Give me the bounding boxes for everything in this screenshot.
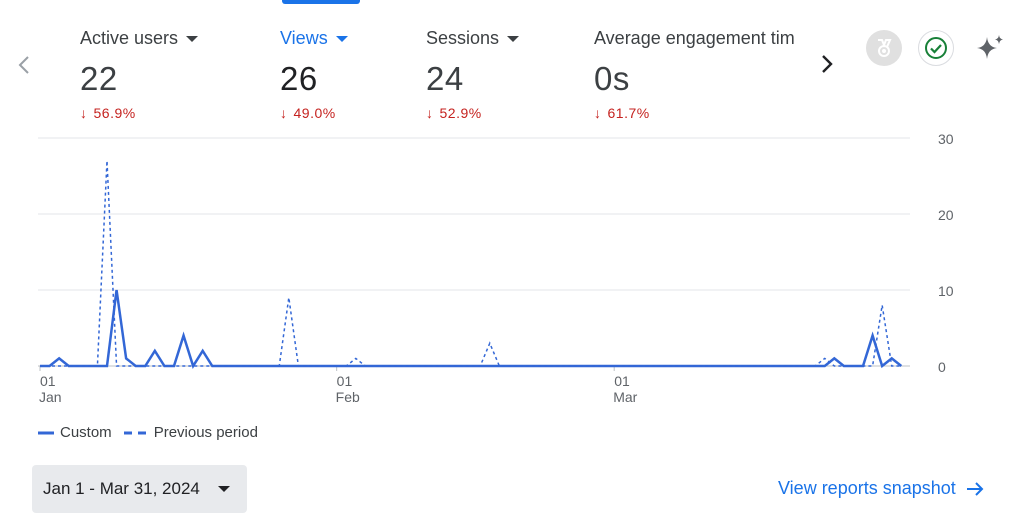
active-tab-indicator	[282, 0, 360, 4]
series-line-custom	[40, 289, 903, 369]
metric-change: 49.0%	[293, 105, 336, 121]
sparkle-icon	[977, 35, 1003, 59]
metric-label: Views	[280, 28, 328, 48]
legend-label-custom: Custom	[60, 424, 112, 441]
x-tick-day-label: 01	[614, 373, 630, 389]
x-tick-day-label: 01	[337, 373, 353, 389]
arrow-right-icon	[966, 481, 984, 496]
arrow-down-icon: ↓	[426, 105, 434, 121]
y-tick-label: 0	[938, 359, 946, 375]
x-tick-month-label: Mar	[613, 389, 637, 405]
date-range-label: Jan 1 - Mar 31, 2024	[43, 479, 200, 498]
check-circle-icon	[925, 37, 947, 59]
metric-value: 24	[426, 60, 464, 97]
arrow-down-icon: ↓	[594, 105, 602, 121]
chart-legend: Custom Previous period	[38, 424, 270, 441]
chevron-right-icon	[822, 55, 833, 73]
metric-label: Sessions	[426, 28, 500, 48]
metric-views[interactable]: Views 26 ↓ 49.0%	[280, 28, 348, 121]
y-tick-label: 20	[938, 207, 954, 223]
award-ribbon-icon	[878, 39, 892, 57]
series-line-previous-period	[40, 160, 902, 367]
metric-label: Average engagement tim	[594, 28, 795, 48]
dropdown-caret-icon	[217, 486, 230, 492]
legend-label-previous: Previous period	[153, 424, 258, 441]
metric-change: 61.7%	[607, 105, 650, 121]
arrow-down-icon: ↓	[80, 105, 88, 121]
metric-active-users[interactable]: Active users 22 ↓ 56.9%	[80, 28, 199, 121]
metric-sessions[interactable]: Sessions 24 ↓ 52.9%	[426, 28, 520, 121]
x-tick-month-label: Jan	[39, 389, 62, 405]
date-range-selector[interactable]: Jan 1 - Mar 31, 2024	[32, 465, 247, 513]
solid-line-swatch-icon	[38, 431, 54, 434]
ai-insights-button[interactable]	[972, 30, 1008, 66]
metric-change: 52.9%	[439, 105, 482, 121]
legend-item-previous: Previous period	[123, 424, 258, 441]
legend-item-custom: Custom	[38, 424, 112, 441]
metric-label: Active users	[80, 28, 179, 48]
metric-average-engagement[interactable]: Average engagement tim 0s ↓ 61.7%	[594, 28, 804, 121]
next-metrics-button[interactable]	[812, 48, 842, 80]
arrow-down-icon: ↓	[280, 105, 288, 121]
dashed-line-swatch-icon	[123, 431, 146, 434]
dropdown-caret-icon[interactable]	[507, 35, 520, 42]
insights-button[interactable]	[866, 30, 902, 66]
metric-value: 26	[280, 60, 318, 97]
x-tick-month-label: Feb	[336, 389, 360, 405]
dropdown-caret-icon[interactable]	[335, 35, 348, 42]
y-tick-label: 30	[938, 131, 954, 147]
chevron-left-icon	[18, 56, 29, 74]
view-reports-snapshot-link[interactable]: View reports snapshot	[778, 478, 984, 499]
status-check-button[interactable]	[918, 30, 954, 66]
metric-value: 22	[80, 60, 118, 97]
dropdown-caret-icon[interactable]	[186, 35, 199, 42]
view-reports-label: View reports snapshot	[778, 478, 956, 498]
metric-value: 0s	[594, 60, 630, 97]
previous-metrics-button[interactable]	[12, 50, 36, 80]
y-tick-label: 10	[938, 283, 954, 299]
x-tick-day-label: 01	[40, 373, 56, 389]
metric-change: 56.9%	[93, 105, 136, 121]
